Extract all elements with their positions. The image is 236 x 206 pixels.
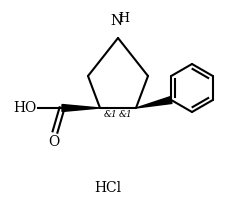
Text: O: O xyxy=(48,135,60,149)
Polygon shape xyxy=(136,97,172,108)
Text: &1: &1 xyxy=(104,110,118,119)
Text: &1: &1 xyxy=(118,110,132,119)
Text: HCl: HCl xyxy=(94,181,122,195)
Text: HO: HO xyxy=(14,101,37,115)
Text: H: H xyxy=(118,12,130,25)
Text: N: N xyxy=(110,14,122,28)
Polygon shape xyxy=(62,104,100,111)
